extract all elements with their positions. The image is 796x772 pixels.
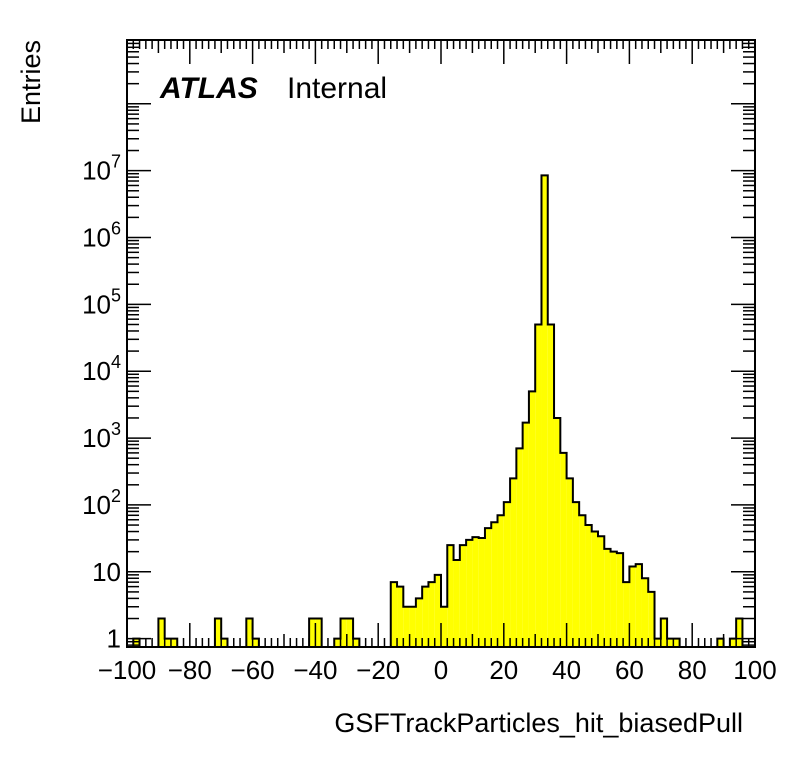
- atlas-label: ATLAS: [159, 72, 258, 105]
- histogram-bar: [397, 586, 404, 647]
- histogram-bar: [522, 422, 529, 647]
- histogram-bar: [610, 551, 617, 647]
- y-axis-title: Entries: [16, 40, 46, 124]
- histogram-bar: [164, 638, 171, 647]
- y-tick-label: 107: [82, 152, 121, 186]
- histogram-bar: [736, 618, 743, 647]
- y-tick-label: 102: [82, 486, 121, 520]
- histogram-bar: [403, 606, 410, 647]
- histogram-bar: [428, 582, 435, 647]
- histogram-bar: [641, 578, 649, 647]
- y-tick-label: 103: [82, 419, 121, 453]
- y-tick-label: 104: [82, 352, 121, 386]
- histogram-bar: [170, 638, 178, 647]
- histogram-bar: [598, 536, 605, 647]
- histogram-bar: [566, 478, 573, 647]
- x-tick-label: −80: [168, 655, 212, 685]
- histogram-bar: [654, 638, 661, 647]
- histogram-bar: [503, 502, 511, 647]
- histogram-bar: [447, 545, 454, 647]
- histogram-bar: [717, 638, 724, 647]
- histogram-bar: [554, 417, 561, 647]
- histogram-bar: [252, 638, 259, 647]
- histogram-outline: [127, 174, 755, 648]
- histogram-bar: [729, 638, 737, 647]
- histogram-bar: [472, 537, 479, 647]
- y-tick-label: 105: [82, 285, 121, 319]
- histogram-bar: [453, 560, 460, 647]
- histogram-bar: [484, 528, 492, 647]
- histogram-bar: [441, 606, 448, 647]
- histogram-bar: [353, 638, 360, 647]
- histogram-bar: [673, 638, 680, 647]
- histogram-bar: [572, 502, 580, 647]
- histogram-bar: [528, 391, 536, 647]
- histogram-bar: [409, 606, 416, 647]
- plot-frame: [126, 39, 756, 648]
- x-tick-label: −100: [98, 655, 157, 685]
- histogram-bar: [541, 175, 548, 647]
- histogram-bar: [616, 553, 624, 647]
- histogram-bar: [510, 478, 517, 647]
- x-tick-label: 20: [489, 655, 518, 685]
- x-tick-label: −40: [293, 655, 337, 685]
- histogram-bar: [346, 618, 354, 647]
- histogram-bar: [309, 618, 316, 647]
- y-tick-label: 10: [92, 557, 121, 587]
- x-axis-title: GSFTrackParticles_hit_biasedPull: [334, 708, 743, 738]
- histogram-bar: [660, 618, 668, 647]
- histogram-bar: [434, 574, 441, 647]
- histogram-bar: [591, 531, 598, 647]
- histogram-bar: [535, 324, 542, 647]
- y-tick-labels: 1 10 102 103 104 105 106 107: [82, 152, 121, 654]
- histogram-bar: [478, 538, 485, 647]
- x-tick-label: 100: [733, 655, 776, 685]
- histogram-bar: [585, 525, 592, 647]
- histogram-bar: [466, 539, 473, 647]
- histogram-bar: [497, 515, 504, 647]
- histogram-bar: [648, 591, 655, 647]
- axis-ticks: [126, 39, 756, 647]
- x-tick-labels: −100 −80 −60 −40 −20 0 20 40 60 80 100: [98, 655, 777, 685]
- histogram-bar: [623, 582, 630, 647]
- histogram-bars: [133, 175, 743, 647]
- histogram-bar: [334, 638, 341, 647]
- x-tick-label: 60: [615, 655, 644, 685]
- x-tick-label: 80: [678, 655, 707, 685]
- histogram-bar: [560, 452, 567, 647]
- histogram-bar: [214, 618, 222, 647]
- histogram-bar: [133, 638, 140, 647]
- histogram-bar: [635, 564, 642, 647]
- y-tick-label: 1: [107, 624, 121, 654]
- histogram-bar: [547, 324, 555, 647]
- x-tick-label: −20: [356, 655, 400, 685]
- histogram-bar: [390, 582, 398, 647]
- histogram-bar: [315, 618, 322, 647]
- histogram-bar: [459, 545, 467, 647]
- x-tick-label: −60: [231, 655, 275, 685]
- x-tick-label: 40: [552, 655, 581, 685]
- histogram-bar: [246, 618, 253, 647]
- histogram-bar: [340, 618, 347, 647]
- internal-label: Internal: [287, 72, 387, 105]
- histogram-bar: [516, 448, 523, 647]
- histogram-bar: [491, 522, 498, 647]
- histogram-bar: [221, 638, 228, 647]
- histogram-bar: [422, 586, 429, 647]
- histogram-bar: [158, 618, 165, 647]
- histogram-bar: [579, 515, 586, 647]
- histogram-bar: [415, 598, 423, 647]
- y-tick-label: 106: [82, 219, 121, 253]
- x-tick-label: 0: [434, 655, 448, 685]
- histogram-bar: [604, 548, 611, 647]
- histogram-bar: [667, 638, 674, 647]
- histogram-bar: [629, 566, 636, 647]
